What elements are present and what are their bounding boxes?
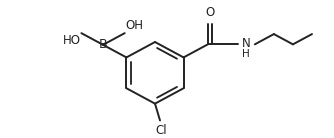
Text: H: H: [242, 49, 250, 59]
Text: Cl: Cl: [155, 124, 167, 137]
Text: N: N: [242, 37, 250, 50]
Text: OH: OH: [126, 19, 144, 32]
Text: HO: HO: [62, 34, 80, 47]
Text: B: B: [99, 38, 107, 51]
Text: O: O: [205, 6, 214, 19]
